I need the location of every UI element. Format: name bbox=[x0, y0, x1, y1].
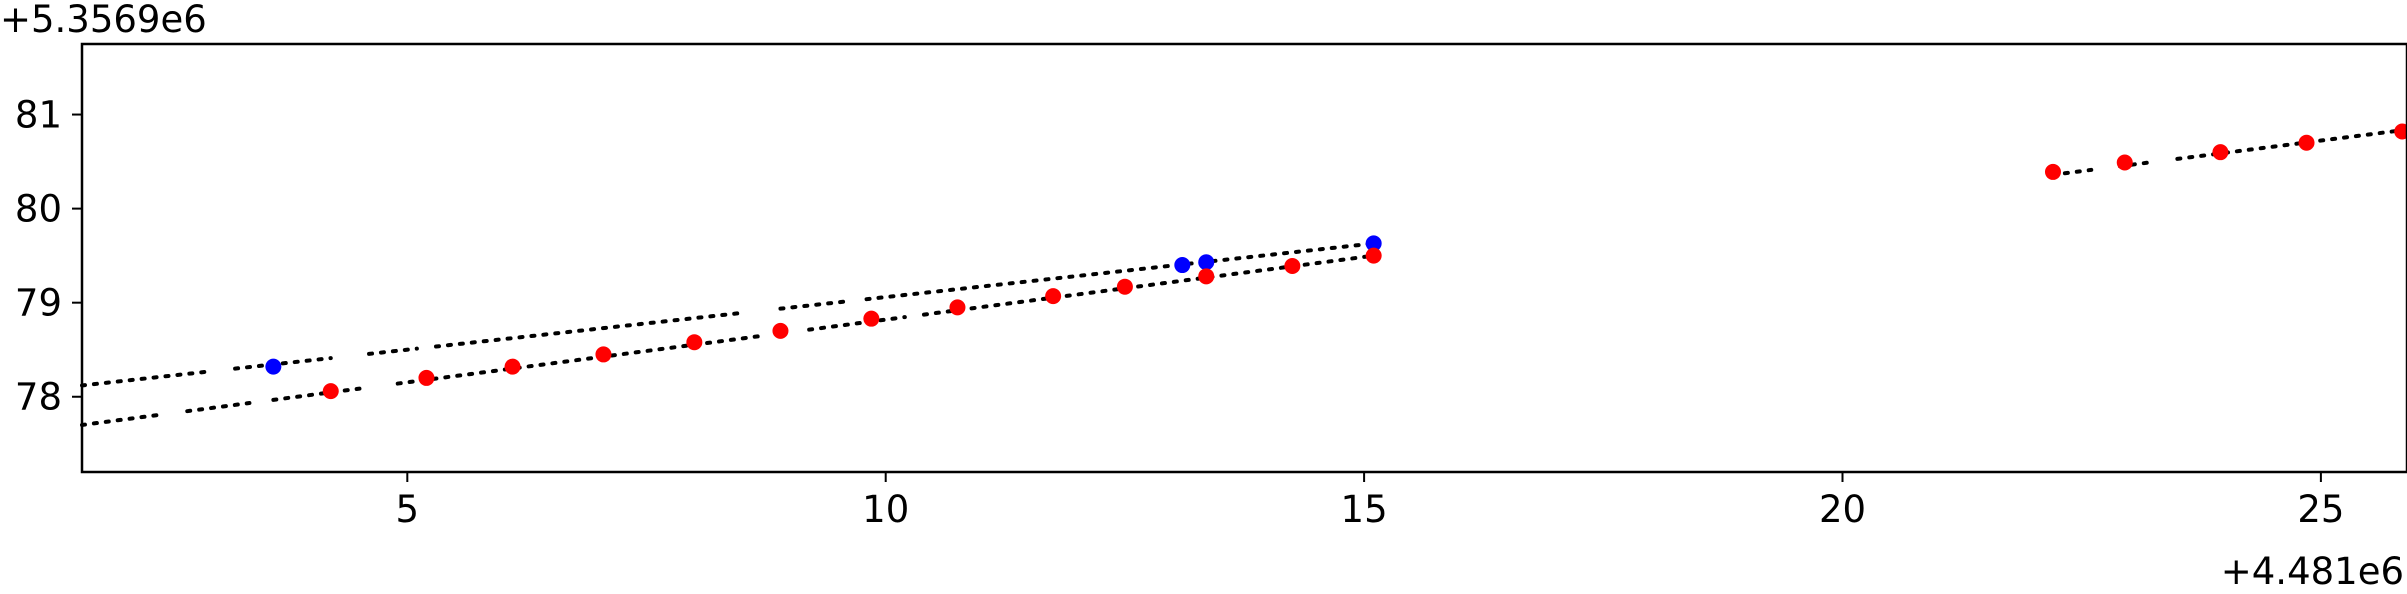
dotted-line-segment bbox=[778, 299, 850, 311]
red-point bbox=[322, 383, 339, 400]
dotted-line-segment bbox=[921, 253, 1376, 317]
red-point bbox=[418, 369, 435, 386]
dotted-line-segment bbox=[395, 333, 764, 386]
red-point bbox=[1365, 247, 1382, 264]
dotted-line-segment bbox=[807, 315, 907, 332]
x-tick-label: 20 bbox=[1819, 488, 1866, 531]
data-points bbox=[265, 123, 2407, 400]
x-tick-label: 15 bbox=[1341, 488, 1388, 531]
red-point bbox=[504, 358, 521, 375]
red-point bbox=[2394, 123, 2407, 140]
dotted-line-segment bbox=[2175, 127, 2407, 161]
red-point bbox=[2298, 134, 2315, 151]
y-tick-label: 80 bbox=[15, 188, 62, 231]
dotted-line-segment bbox=[864, 241, 1376, 302]
red-point bbox=[949, 299, 966, 316]
red-point bbox=[2212, 144, 2229, 161]
red-point bbox=[1116, 278, 1133, 295]
red-point bbox=[2116, 154, 2133, 171]
x-offset-label: +4.481e6 bbox=[2221, 550, 2404, 593]
dotted-line-segment bbox=[80, 412, 161, 427]
plot-frame bbox=[80, 42, 2407, 474]
red-point bbox=[1198, 268, 1215, 285]
blue-point bbox=[1174, 257, 1191, 274]
y-tick-label: 79 bbox=[15, 282, 62, 325]
x-tick-label: 25 bbox=[2297, 488, 2344, 531]
red-point bbox=[595, 346, 612, 363]
dotted-line-segment bbox=[80, 369, 209, 388]
blue-point bbox=[1365, 235, 1382, 252]
y-tick-label: 78 bbox=[15, 376, 62, 419]
dotted-line-segment bbox=[271, 386, 362, 402]
red-point bbox=[772, 322, 789, 339]
dotted-line-segment bbox=[185, 401, 252, 414]
red-point bbox=[1045, 288, 1062, 305]
dotted-line-segment bbox=[233, 356, 333, 371]
blue-point bbox=[1198, 254, 1215, 271]
dotted-line-segment bbox=[367, 346, 419, 356]
red-point bbox=[1284, 257, 1301, 274]
blue-point bbox=[265, 358, 282, 375]
x-tick-label: 5 bbox=[396, 488, 420, 531]
red-point bbox=[863, 310, 880, 327]
axis-ticks: 5 10 15 20 25 78 79 80 81 bbox=[15, 94, 2345, 531]
red-point bbox=[2044, 163, 2061, 180]
y-tick-label: 81 bbox=[15, 94, 62, 137]
red-point bbox=[686, 334, 703, 351]
x-tick-label: 10 bbox=[862, 488, 909, 531]
y-offset-label: +5.3569e6 bbox=[0, 0, 207, 41]
dotted-line-segment bbox=[434, 310, 745, 349]
